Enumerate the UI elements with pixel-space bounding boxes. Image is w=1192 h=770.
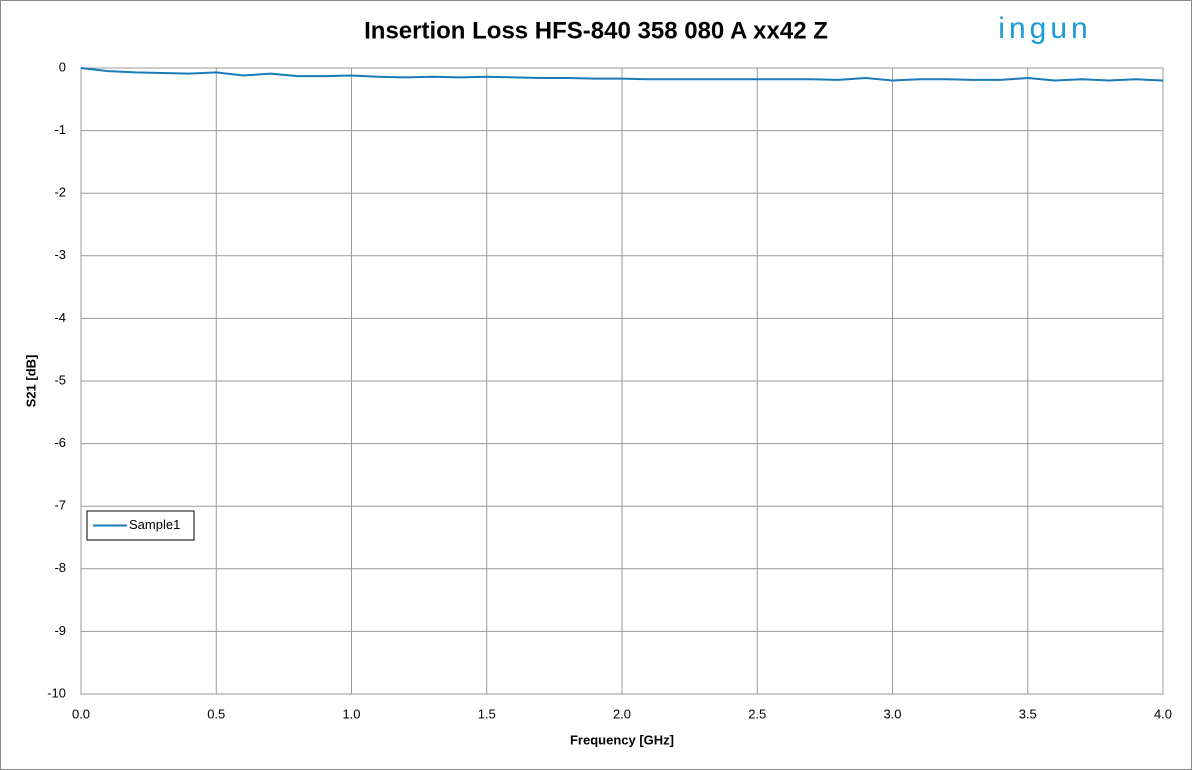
y-tick-label: -8 [54,560,66,575]
x-tick-label: 3.5 [1019,706,1037,721]
y-axis-title: S21 [dB] [23,355,38,408]
x-tick-label: 2.5 [748,706,766,721]
x-tick-label: 0.5 [207,706,225,721]
legend: Sample1 [86,510,195,541]
y-tick-label: -3 [54,247,66,262]
x-tick-label: 2.0 [613,706,631,721]
y-tick-label: -5 [54,372,66,387]
y-tick-label: -4 [54,310,66,325]
x-tick-label: 1.5 [478,706,496,721]
x-tick-label: 0.0 [72,706,90,721]
chart-title: Insertion Loss HFS-840 358 080 A xx42 Z [364,17,828,44]
y-tick-label: 0 [59,59,66,74]
data-line [80,67,1164,82]
y-tick-label: -7 [54,498,66,513]
legend-label: Sample1 [129,517,180,532]
plot-border [80,67,1164,695]
y-tick-label: -6 [54,435,66,450]
y-tick-label: -10 [47,685,66,700]
logo: ingun [998,12,1091,45]
y-tick-label: -1 [54,122,66,137]
x-tick-label: 4.0 [1154,706,1172,721]
x-axis-title: Frequency [GHz] [570,732,674,747]
x-tick-label: 3.0 [883,706,901,721]
y-tick-label: -2 [54,185,66,200]
x-tick-label: 1.0 [342,706,360,721]
y-tick-label: -9 [54,623,66,638]
